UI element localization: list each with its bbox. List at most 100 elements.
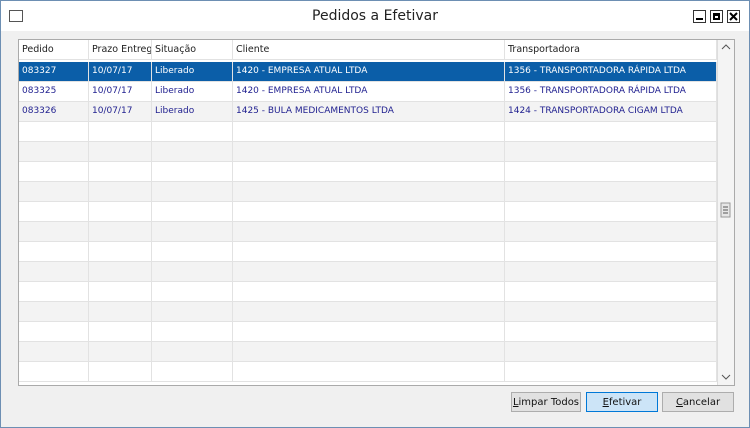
minimize-button[interactable] [693,10,706,23]
empty-cell [233,322,505,342]
empty-cell [505,202,717,222]
grid-cell: 10/07/17 [89,62,152,82]
empty-cell [19,162,89,182]
empty-cell [89,322,152,342]
empty-cell [152,142,233,162]
maximize-button[interactable] [710,10,723,23]
empty-cell [505,342,717,362]
grid-cell: 083327 [19,62,89,82]
empty-cell [152,342,233,362]
empty-cell [505,282,717,302]
empty-row [19,162,717,182]
empty-cell [19,142,89,162]
column-header[interactable]: Cliente [233,40,505,60]
button-label: Limpar Todos [512,397,580,408]
empty-cell [505,182,717,202]
column-header[interactable]: Transportadora [505,40,717,60]
empty-cell [19,202,89,222]
empty-row [19,342,717,362]
empty-cell [89,162,152,182]
empty-cell [505,222,717,242]
grid-cell: Liberado [152,102,233,122]
empty-cell [89,142,152,162]
order-row[interactable]: 083327 10/07/17 Liberado 1420 - EMPRESA ATU… [19,62,717,82]
grid-cell: Liberado [152,62,233,82]
empty-cell [233,302,505,322]
empty-row [19,322,717,342]
column-header[interactable]: Pedido [19,40,89,60]
grid-cell: 1356 - TRANSPORTADORA RÁPIDA LTDA [505,82,717,102]
empty-row [19,362,717,382]
empty-row [19,222,717,242]
empty-cell [505,142,717,162]
empty-cell [19,302,89,322]
grid-cell: 1356 - TRANSPORTADORA RÁPIDA LTDA [505,62,717,82]
grid-cell: 083326 [19,102,89,122]
empty-cell [19,322,89,342]
empty-row [19,202,717,222]
button-label: Efetivar [602,397,642,408]
empty-cell [233,282,505,302]
button[interactable]: Limpar Todos [511,392,581,412]
empty-cell [89,242,152,262]
column-header[interactable]: Prazo Entrega [89,40,152,60]
empty-cell [152,302,233,322]
empty-row [19,262,717,282]
close-button[interactable] [727,10,740,23]
empty-cell [89,122,152,142]
grid-cell: 10/07/17 [89,82,152,102]
vertical-scrollbar[interactable] [717,40,734,385]
empty-cell [89,262,152,282]
empty-cell [152,362,233,382]
empty-row [19,302,717,322]
empty-cell [233,362,505,382]
empty-cell [89,182,152,202]
empty-cell [152,322,233,342]
empty-cell [19,342,89,362]
empty-cell [233,242,505,262]
empty-cell [152,182,233,202]
empty-cell [505,302,717,322]
empty-cell [505,322,717,342]
empty-cell [89,222,152,242]
order-row[interactable]: 083326 10/07/17 Liberado 1425 - BULA MEDICA… [19,102,717,122]
empty-row [19,122,717,142]
order-row[interactable]: 083325 10/07/17 Liberado 1420 - EMPRESA ATU… [19,82,717,102]
empty-row [19,142,717,162]
button[interactable]: Cancelar [662,392,734,412]
empty-cell [152,202,233,222]
empty-cell [19,222,89,242]
header-row: Pedido Prazo Entrega Situação Cliente Transp… [19,40,717,60]
grid-cell: 1420 - EMPRESA ATUAL LTDA [233,62,505,82]
empty-cell [233,202,505,222]
empty-cell [89,342,152,362]
empty-cell [89,302,152,322]
empty-cell [152,242,233,262]
empty-cell [233,342,505,362]
empty-cell [152,162,233,182]
button[interactable]: Efetivar [586,392,658,412]
empty-cell [89,362,152,382]
empty-cell [152,282,233,302]
grid-cell: 1420 - EMPRESA ATUAL LTDA [233,82,505,102]
button-label: Cancelar [675,397,721,408]
empty-cell [152,262,233,282]
empty-cell [19,282,89,302]
grid-cell: 10/07/17 [89,102,152,122]
empty-cell [505,362,717,382]
empty-cell [152,122,233,142]
empty-cell [505,122,717,142]
empty-cell [152,222,233,242]
empty-cell [89,282,152,302]
empty-cell [19,242,89,262]
empty-cell [233,262,505,282]
grid-cell: 1424 - TRANSPORTADORA CIGAM LTDA [505,102,717,122]
empty-row [19,182,717,202]
window-icon [9,10,23,22]
column-header[interactable]: Situação [152,40,233,60]
title-bar: Pedidos a Efetivar [1,1,749,31]
empty-row [19,242,717,262]
empty-cell [233,222,505,242]
grid-cell: 083325 [19,82,89,102]
